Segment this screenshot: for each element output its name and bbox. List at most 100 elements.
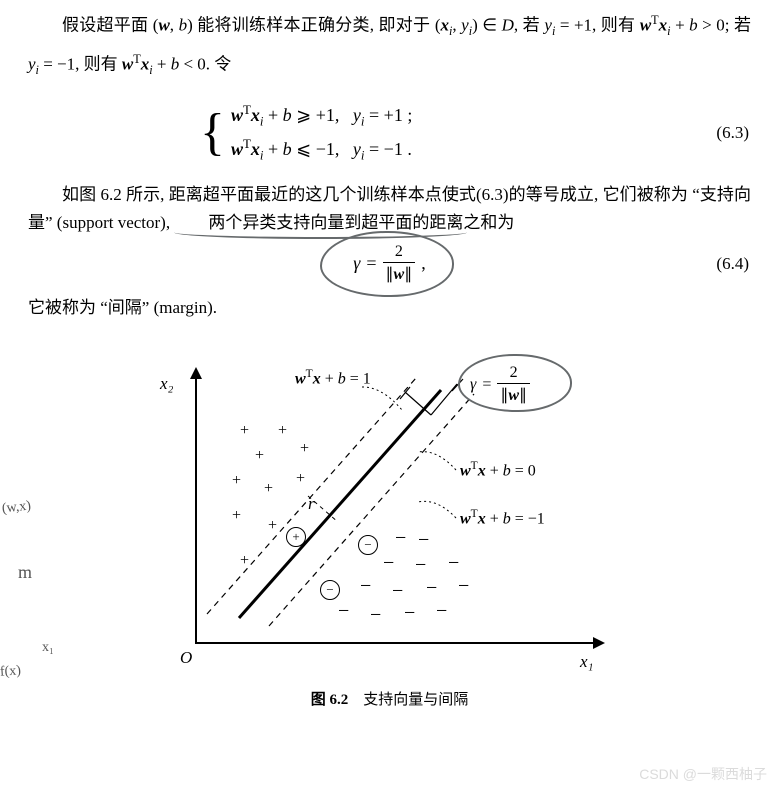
p1-pre: 假设超平面 (: [62, 16, 158, 35]
plus-point: +: [268, 517, 277, 535]
case-lines: wTxi + b ⩾ +1, yi = +1 ; wTxi + b ⩽ −1, …: [231, 102, 412, 163]
watermark: CSDN @一颗西柚子: [639, 764, 767, 784]
minus-point: −: [436, 600, 447, 623]
gamma-label: γ = 2 ∥w∥: [470, 364, 530, 405]
plus-point: +: [255, 447, 264, 465]
g-dpo: ∥: [519, 387, 527, 404]
plus-point: +: [240, 422, 249, 440]
plus-point: +: [232, 472, 241, 490]
minus-point: −: [360, 575, 371, 598]
p1-comma2: ,: [452, 16, 461, 35]
p1-T2: T: [133, 52, 140, 66]
p1-wT2: w: [122, 55, 133, 74]
p1-T: T: [651, 13, 658, 27]
plus-point: +: [232, 507, 241, 525]
lm-T: T: [471, 460, 478, 472]
eq-6-4: γ = 2 ∥w∥ , (6.4): [0, 243, 779, 284]
minus-point: −: [448, 552, 459, 575]
p1-b3: b: [171, 55, 180, 74]
para-2-block: 如图 6.2 所示, 距离超平面最近的这几个训练样本点使式(6.3)的等号成立,…: [0, 181, 779, 237]
eq63-number: (6.3): [716, 123, 749, 143]
plus-point: +: [300, 440, 309, 458]
p1-plusb2: +: [153, 55, 171, 74]
eq64-num: 2: [383, 243, 416, 263]
eq64-denw: w: [394, 266, 405, 283]
minus-point: −: [370, 604, 381, 627]
eq64-gamma: γ: [353, 253, 360, 274]
para-3-block: 它被称为 “间隔” (margin).: [0, 294, 779, 322]
label-mid: wTx + b = 0: [460, 460, 536, 480]
figure-caption: 图 6.2 支持向量与间隔: [0, 688, 779, 709]
minus-point: −: [404, 602, 415, 625]
p1-eqplus: = +1, 则有: [555, 16, 639, 35]
p1-D: D: [502, 16, 514, 35]
plus-point: +: [278, 422, 287, 440]
p1-post2: ) ∈: [472, 16, 501, 35]
lt-T: T: [306, 368, 313, 380]
g-dw: w: [508, 387, 519, 404]
caption-text: 支持向量与间隔: [363, 692, 468, 708]
g-frac: 2 ∥w∥: [497, 364, 530, 405]
eq64-den: ∥w∥: [383, 263, 416, 284]
hand-underline: 两个异类支持向量到超平面的距离: [174, 209, 463, 237]
minus-point: −: [418, 529, 429, 552]
lb-w: w: [460, 511, 471, 528]
plus-point: +: [296, 470, 305, 488]
p1-b: b: [179, 16, 188, 35]
p1-xi: x: [440, 16, 449, 35]
minus-point: −: [338, 600, 349, 623]
figure-6-2: x₂ x₁ O wTx + b = 1 wTx + b = 0 wTx: [0, 352, 779, 682]
caption-bold: 图 6.2: [311, 692, 349, 708]
eq64-denpost: ∥: [404, 266, 412, 283]
p1-post: ) 能将训练样本正确分类, 即对于 (: [187, 16, 440, 35]
p1-x: x: [659, 16, 668, 35]
brace-icon: {: [200, 107, 225, 159]
lt-w: w: [295, 371, 306, 388]
p1-post3: , 若: [514, 16, 545, 35]
para-2: 如图 6.2 所示, 距离超平面最近的这几个训练样本点使式(6.3)的等号成立,…: [28, 181, 751, 237]
label-bot: wTx + b = −1: [460, 508, 545, 528]
figure-svg: [0, 352, 779, 682]
minus-point: −: [415, 554, 426, 577]
p1-plusb: +: [671, 16, 690, 35]
page: 假设超平面 (w, b) 能将训练样本正确分类, 即对于 (xi, yi) ∈ …: [0, 0, 779, 792]
minus-point: −: [458, 575, 469, 598]
eq64-eq: =: [366, 253, 376, 274]
p1-gt0: > 0; 若: [698, 16, 751, 35]
eq63-cases: { wTxi + b ⩾ +1, yi = +1 ; wTxi + b ⩽ −1…: [200, 102, 779, 163]
p1-yi: y: [461, 16, 469, 35]
minus-point: −: [383, 552, 394, 575]
para-3: 它被称为 “间隔” (margin).: [28, 294, 751, 322]
eq64-center: γ = 2 ∥w∥ ,: [0, 243, 779, 284]
p1-comma: ,: [170, 16, 179, 35]
g-gamma: γ: [470, 376, 476, 394]
g-eq: =: [482, 376, 491, 394]
g-den: ∥w∥: [497, 384, 530, 405]
plus-point: +: [240, 552, 249, 570]
p1-b2: b: [689, 16, 698, 35]
lm-w: w: [460, 463, 471, 480]
g-num: 2: [497, 364, 530, 384]
eq-6-3: { wTxi + b ⩾ +1, yi = +1 ; wTxi + b ⩽ −1…: [0, 102, 779, 163]
p1-eqminus: = −1, 则有: [39, 55, 122, 74]
eq64-denpre: ∥: [386, 266, 394, 283]
label-top: wTx + b = 1: [295, 368, 371, 388]
eq64-tail: ,: [421, 253, 426, 274]
plus-point: +: [264, 480, 273, 498]
minus-point: −: [426, 577, 437, 600]
p1-x2: x: [141, 55, 150, 74]
eq64-number: (6.4): [716, 254, 749, 274]
p1-lt0: < 0. 令: [179, 55, 231, 74]
p2-under: 两个异类支持向量到超平面的距离: [208, 213, 463, 232]
lb-T: T: [471, 508, 478, 520]
minus-point: −: [392, 580, 403, 603]
p1-yi2: y: [544, 16, 552, 35]
minus-point: −: [395, 527, 406, 550]
p1-w: w: [158, 16, 169, 35]
p2-t2: 之和为: [463, 213, 514, 232]
para-1: 假设超平面 (w, b) 能将训练样本正确分类, 即对于 (xi, yi) ∈ …: [28, 6, 751, 84]
case-2: wTxi + b ⩽ −1, yi = −1 .: [231, 136, 412, 164]
r-label: r: [308, 494, 315, 514]
p1-wT: w: [640, 16, 651, 35]
eq64-frac: 2 ∥w∥: [383, 243, 416, 284]
